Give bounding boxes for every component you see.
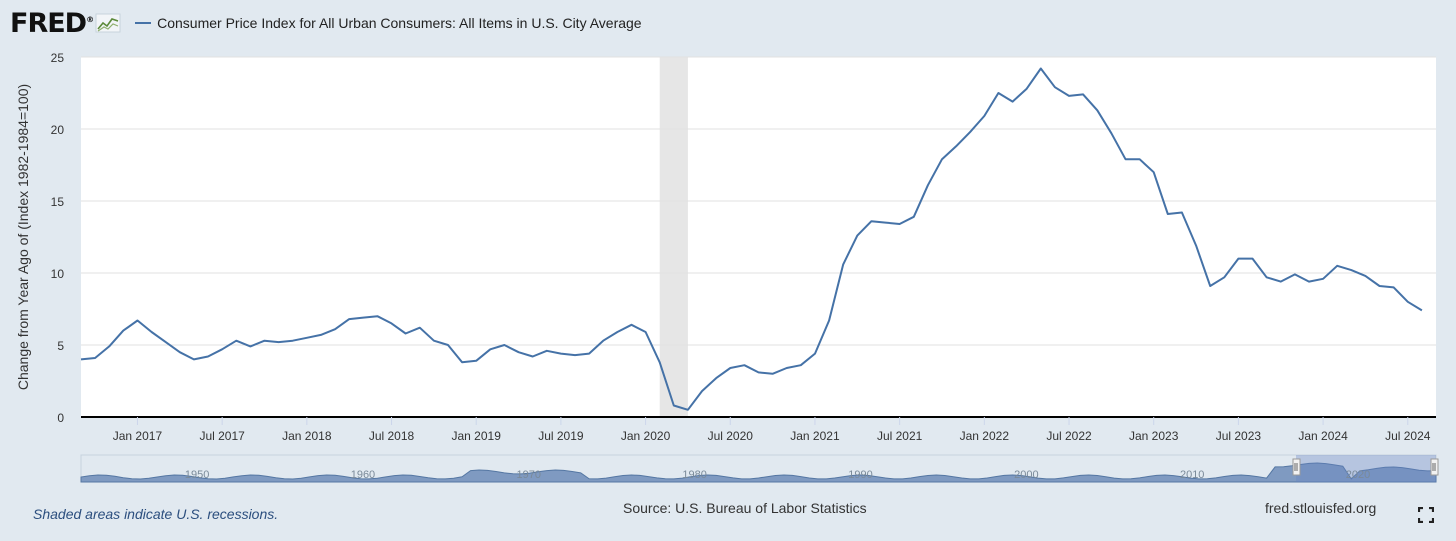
source-text: Source: U.S. Bureau of Labor Statistics <box>623 500 867 516</box>
navigator-year-label: 1970 <box>517 469 541 481</box>
x-tick-label: Jul 2022 <box>1046 429 1092 443</box>
x-tick-label: Jan 2020 <box>621 429 671 443</box>
chart-area[interactable]: 0 5 10 15 20 25 Change from Year Ago of (Index… <box>0 0 1456 500</box>
legend-label: Consumer Price Index for All Urban Consu… <box>157 15 642 31</box>
recession-note: Shaded areas indicate U.S. recessions. <box>33 506 279 522</box>
y-axis-label: Change from Year Ago of (Index 1982-1984… <box>15 84 31 390</box>
legend-line-swatch <box>135 22 152 24</box>
x-tick-label: Jan 2024 <box>1298 429 1348 443</box>
navigator-year-label: 2020 <box>1346 469 1370 481</box>
x-tick-label: Jan 2018 <box>282 429 332 443</box>
fred-graph-icon <box>95 13 121 33</box>
y-tick-label: 15 <box>51 195 65 209</box>
y-tick-label: 20 <box>51 123 65 137</box>
x-tick-label: Jan 2022 <box>960 429 1010 443</box>
recession-band <box>659 57 688 417</box>
chart-header: FRED® Consumer Price Index for All Urban… <box>10 7 642 39</box>
x-tick-label: Jan 2019 <box>452 429 502 443</box>
fred-link[interactable]: fred.stlouisfed.org <box>1265 500 1377 516</box>
x-tick-label: Jul 2019 <box>538 429 584 443</box>
y-tick-label: 5 <box>57 339 64 353</box>
navigator-year-label: 1960 <box>351 469 375 481</box>
x-tick-label: Jan 2017 <box>113 429 163 443</box>
navigator-series <box>80 462 1437 483</box>
navigator-selection <box>1296 455 1436 482</box>
navigator-year-label: 1990 <box>848 469 872 481</box>
navigator-year-label: 1980 <box>682 469 706 481</box>
y-tick-label: 25 <box>51 51 65 65</box>
x-tick-label: Jan 2023 <box>1129 429 1179 443</box>
x-tick-label: Jul 2020 <box>708 429 754 443</box>
y-tick-label: 0 <box>57 411 64 425</box>
navigator-year-label: 1950 <box>185 469 209 481</box>
chart-legend[interactable]: Consumer Price Index for All Urban Consu… <box>135 15 642 31</box>
navigator-year-label: 2000 <box>1014 469 1038 481</box>
x-tick-label: Jul 2024 <box>1385 429 1431 443</box>
x-tick-label: Jul 2018 <box>369 429 415 443</box>
x-tick-label: Jan 2021 <box>790 429 840 443</box>
navigator-year-label: 2010 <box>1180 469 1204 481</box>
series-line <box>80 67 1423 411</box>
x-tick-label: Jul 2023 <box>1216 429 1262 443</box>
fullscreen-icon[interactable] <box>1418 507 1434 523</box>
y-tick-label: 10 <box>51 267 65 281</box>
plot-background <box>81 57 1436 417</box>
fred-logo[interactable]: FRED® <box>10 7 94 39</box>
x-tick-label: Jul 2017 <box>199 429 245 443</box>
x-tick-label: Jul 2021 <box>877 429 923 443</box>
